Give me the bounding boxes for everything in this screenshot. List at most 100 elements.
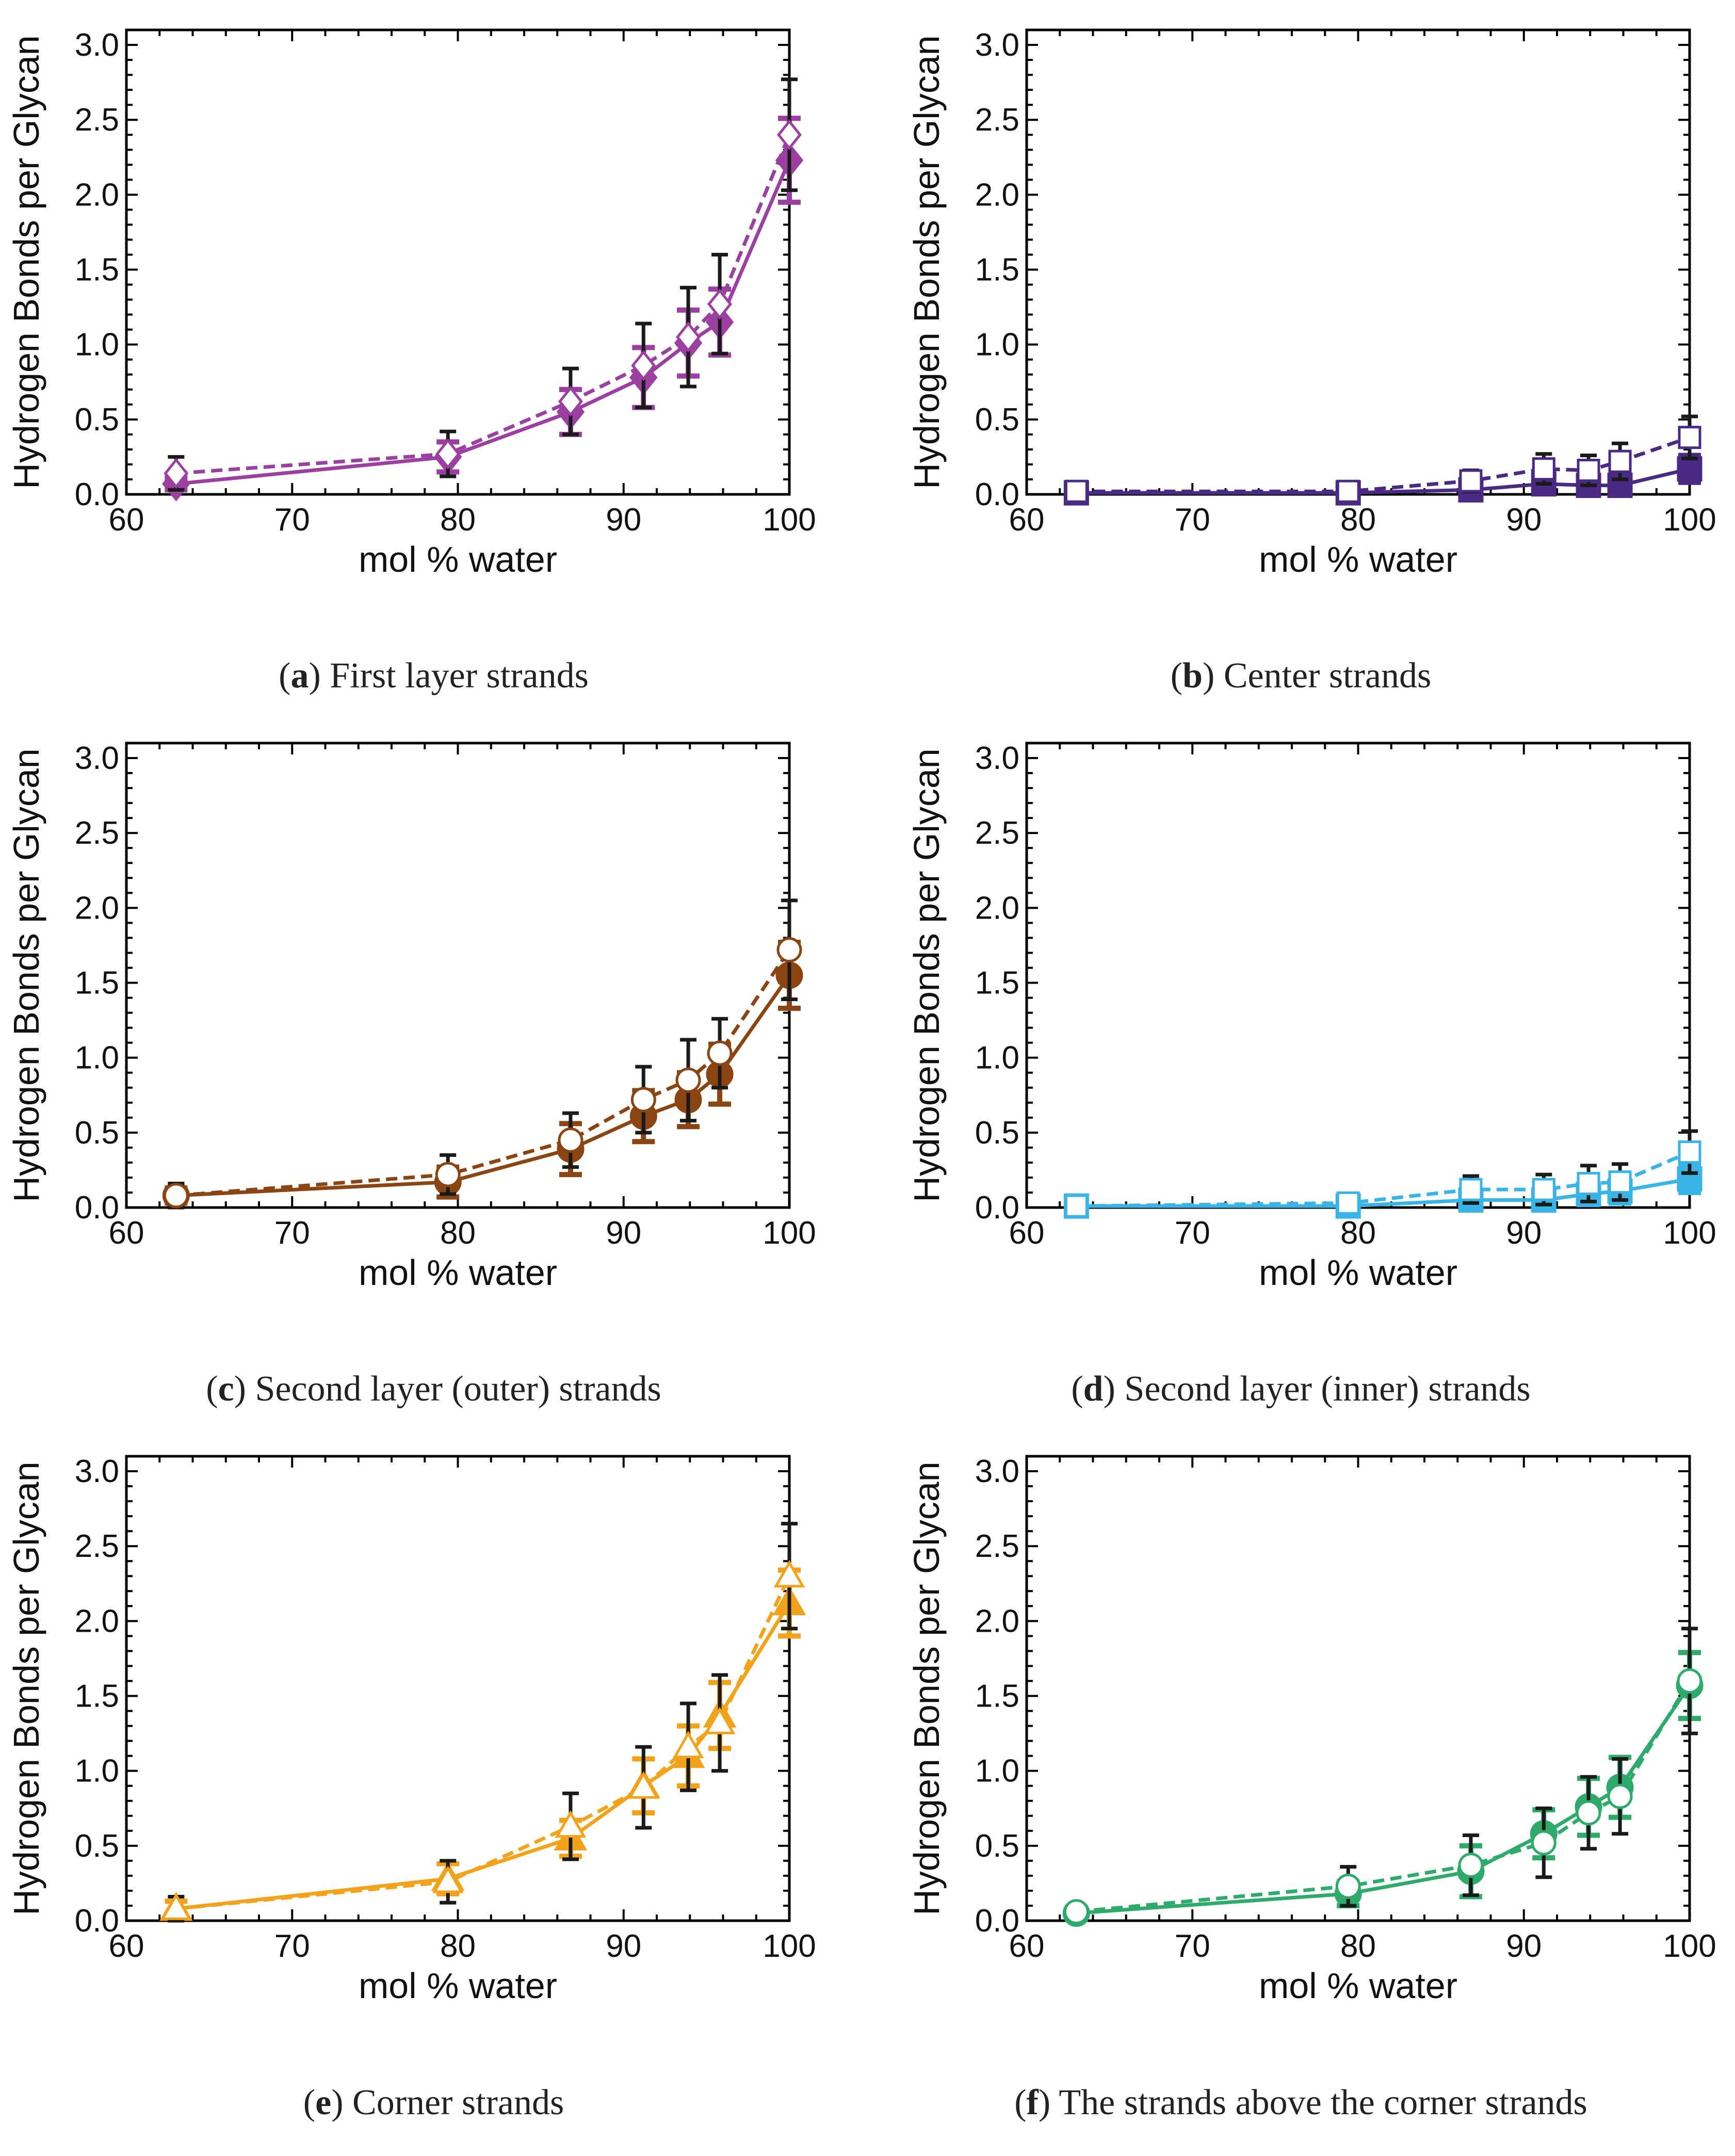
y-tick-label: 3.0 bbox=[75, 27, 119, 63]
data-point-dashed bbox=[1608, 1170, 1632, 1194]
y-tick-label: 0.0 bbox=[975, 1190, 1019, 1226]
x-tick-label: 80 bbox=[1340, 1928, 1376, 1964]
y-tick-label: 1.5 bbox=[975, 252, 1019, 288]
series-dashed bbox=[1064, 1129, 1701, 1218]
data-point-dashed bbox=[1064, 479, 1088, 503]
data-point-dashed bbox=[435, 1162, 461, 1187]
y-tick-label: 1.0 bbox=[975, 1040, 1019, 1076]
series-line-solid bbox=[176, 159, 791, 486]
y-tick-label: 3.0 bbox=[975, 1454, 1019, 1489]
chart-panel-a: 60 70 80 90 100 0.0 0.5 1.0 1.5 2.0 2.5 3.0 mol % wa… bbox=[6, 27, 816, 580]
x-tick-label: 60 bbox=[109, 1928, 144, 1964]
x-tick-label: 100 bbox=[1663, 1215, 1716, 1251]
data-point-dashed bbox=[164, 458, 189, 489]
data-point-dashed bbox=[555, 1810, 587, 1838]
y-tick-label: 2.0 bbox=[975, 1603, 1019, 1639]
series-dashed bbox=[160, 1522, 805, 1923]
y-tick-label: 0.5 bbox=[975, 402, 1019, 438]
y-tick-label: 3.0 bbox=[75, 1454, 119, 1489]
x-axis-label: mol % water bbox=[1259, 539, 1457, 580]
data-point-dashed bbox=[672, 1731, 704, 1759]
x-tick-label: 70 bbox=[1175, 1928, 1210, 1964]
plot-frame bbox=[125, 742, 791, 1209]
series-solid bbox=[159, 1567, 806, 1921]
series-dashed bbox=[163, 898, 802, 1210]
y-tick-label: 1.5 bbox=[75, 252, 119, 288]
data-point-dashed bbox=[675, 1067, 701, 1093]
x-tick-label: 80 bbox=[440, 1215, 476, 1251]
x-tick-label: 90 bbox=[1506, 1215, 1542, 1251]
x-tick-label: 90 bbox=[1506, 502, 1542, 538]
y-tick-label: 0.5 bbox=[75, 1115, 119, 1151]
series-solid bbox=[162, 940, 803, 1210]
y-tick-label: 2.0 bbox=[75, 890, 119, 926]
series-dashed bbox=[1063, 1627, 1702, 1925]
y-tick-label: 1.0 bbox=[75, 327, 119, 363]
data-point-dashed bbox=[1532, 1178, 1555, 1201]
plot-frame bbox=[1025, 28, 1691, 496]
series-solid bbox=[1062, 1650, 1704, 1927]
caption-d: (d) Second layer (inner) strands bbox=[1071, 1369, 1531, 1409]
series-line-dashed bbox=[1076, 1680, 1691, 1914]
y-tick-label: 1.5 bbox=[975, 966, 1019, 1001]
data-point-dashed bbox=[631, 350, 656, 381]
y-axis-label: Hydrogen Bonds per Glycan bbox=[6, 35, 46, 489]
x-tick-label: 100 bbox=[763, 1215, 816, 1251]
y-axis-label: Hydrogen Bonds per Glycan bbox=[906, 1461, 947, 1915]
x-tick-label: 100 bbox=[763, 1928, 816, 1964]
data-point-solid bbox=[1677, 456, 1702, 482]
x-tick-label: 60 bbox=[1009, 1928, 1045, 1964]
y-axis-label: Hydrogen Bonds per Glycan bbox=[906, 35, 947, 489]
x-tick-label: 70 bbox=[1175, 502, 1210, 538]
y-axis-label: Hydrogen Bonds per Glycan bbox=[906, 748, 947, 1202]
x-axis-label: mol % water bbox=[359, 1252, 557, 1293]
data-point-dashed bbox=[627, 1771, 659, 1799]
data-point-dashed bbox=[1577, 459, 1600, 482]
x-axis-label: mol % water bbox=[1259, 1252, 1457, 1293]
caption-e: (e) Corner strands bbox=[303, 2083, 564, 2122]
x-tick-label: 80 bbox=[1340, 502, 1376, 538]
x-tick-label: 90 bbox=[606, 1928, 641, 1964]
data-point-dashed bbox=[1678, 426, 1701, 449]
data-point-dashed bbox=[558, 1127, 583, 1153]
data-point-dashed bbox=[704, 1707, 736, 1734]
y-tick-label: 2.5 bbox=[975, 102, 1019, 138]
x-axis-label: mol % water bbox=[359, 539, 557, 580]
x-tick-label: 80 bbox=[440, 1928, 476, 1964]
x-tick-label: 100 bbox=[763, 502, 816, 538]
x-tick-label: 60 bbox=[109, 1215, 144, 1251]
series-solid bbox=[162, 116, 804, 502]
data-point-dashed bbox=[630, 1087, 656, 1113]
data-point-dashed bbox=[558, 385, 583, 417]
series-line-dashed bbox=[176, 134, 791, 475]
y-tick-label: 1.0 bbox=[975, 1753, 1019, 1789]
x-tick-label: 60 bbox=[1009, 502, 1045, 538]
x-tick-label: 70 bbox=[274, 502, 310, 538]
plot-frame bbox=[125, 1455, 791, 1922]
y-tick-label: 0.0 bbox=[75, 1903, 119, 1939]
data-point-dashed bbox=[776, 937, 802, 963]
data-point-dashed bbox=[1678, 1140, 1701, 1164]
data-point-dashed bbox=[1336, 479, 1360, 503]
y-tick-label: 1.5 bbox=[75, 966, 119, 1001]
data-point-dashed bbox=[707, 288, 733, 320]
y-tick-label: 1.0 bbox=[975, 327, 1019, 363]
y-tick-label: 2.0 bbox=[75, 1603, 119, 1639]
y-tick-label: 1.0 bbox=[75, 1040, 119, 1076]
caption-b: (b) Center strands bbox=[1170, 656, 1432, 696]
y-tick-label: 2.5 bbox=[975, 815, 1019, 851]
y-axis-label: Hydrogen Bonds per Glycan bbox=[6, 748, 46, 1202]
data-point-dashed bbox=[1335, 1873, 1361, 1899]
plot-frame bbox=[1025, 742, 1691, 1209]
data-point-dashed bbox=[773, 1560, 805, 1588]
x-axis-label: mol % water bbox=[359, 1966, 557, 2006]
data-point-dashed bbox=[1336, 1191, 1360, 1215]
caption-f: (f) The strands above the corner strands bbox=[1014, 2083, 1587, 2122]
data-point-dashed bbox=[432, 1865, 464, 1893]
chart-panel-d: 60 70 80 90 100 0.0 0.5 1.0 1.5 2.0 2.5 3.0 mol % wa… bbox=[906, 741, 1716, 1293]
x-tick-label: 80 bbox=[440, 502, 476, 538]
y-tick-label: 2.0 bbox=[75, 177, 119, 213]
chart-panel-e: 60 70 80 90 100 0.0 0.5 1.0 1.5 2.0 2.5 3.0 mol % wa… bbox=[6, 1454, 816, 2006]
